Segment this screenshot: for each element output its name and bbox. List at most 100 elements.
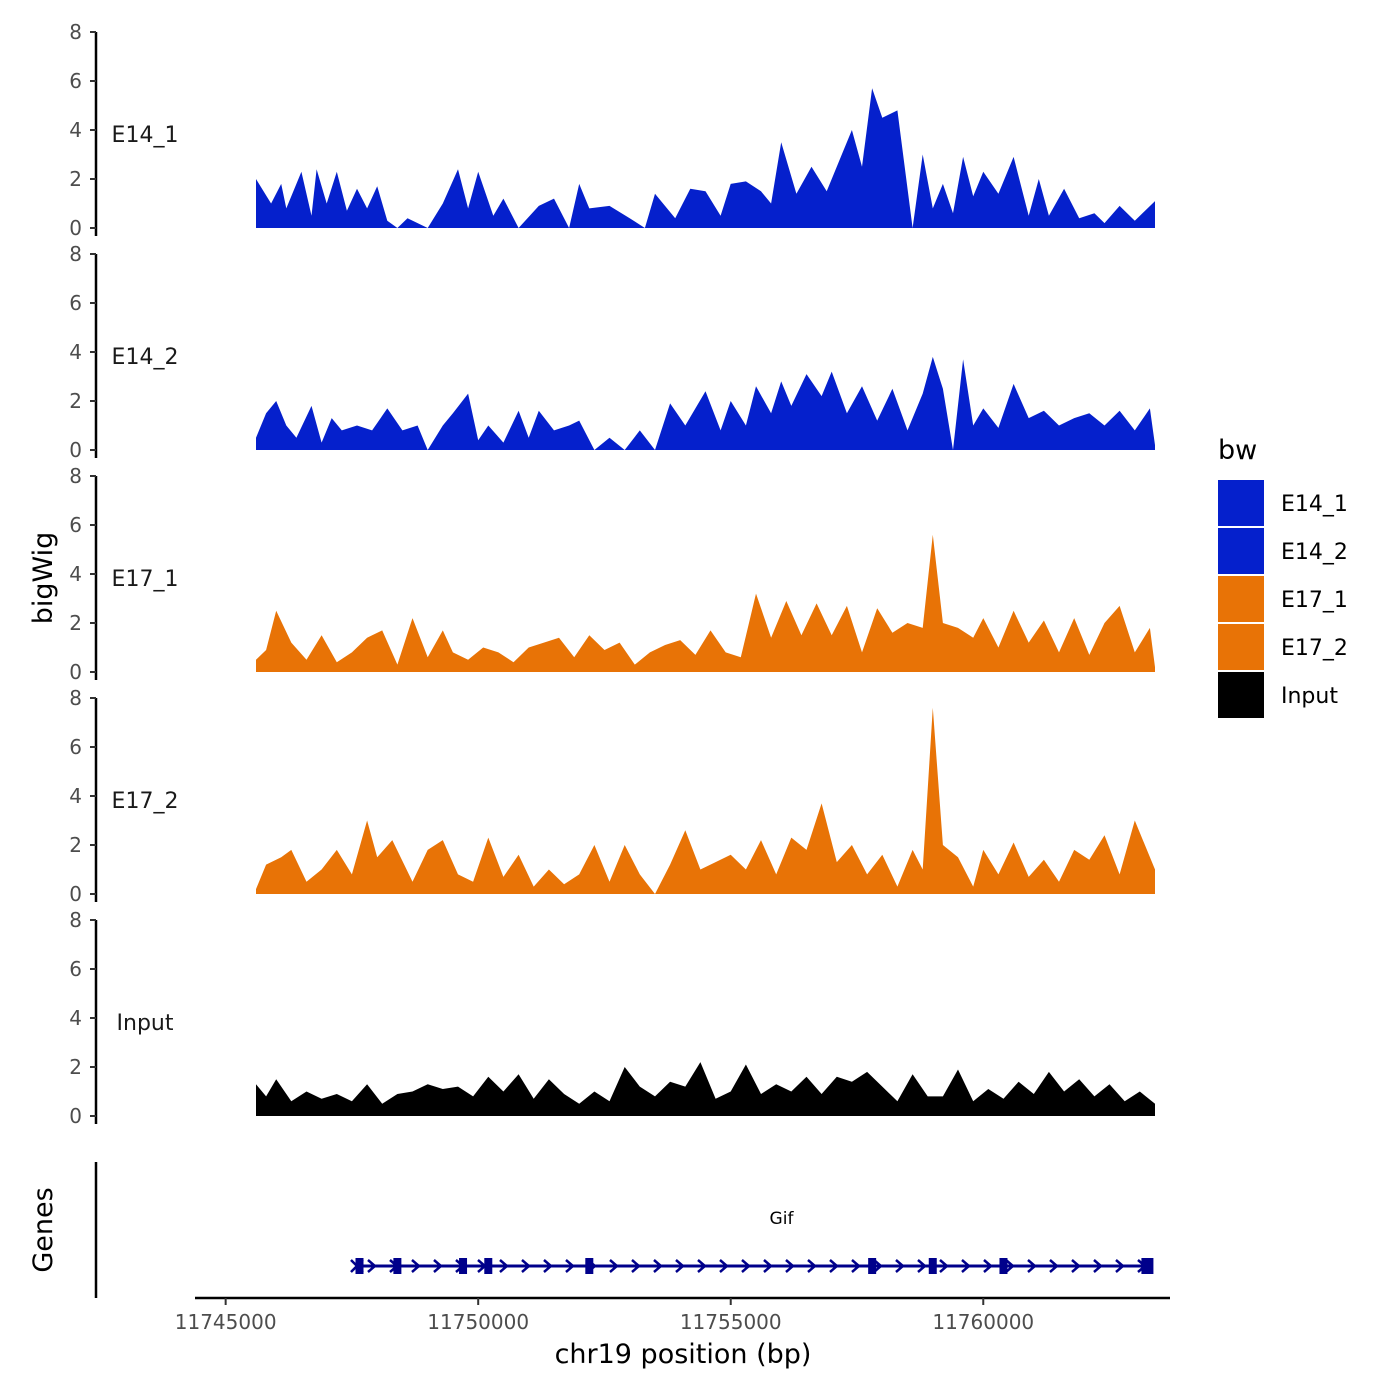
strand-arrow [763,1259,773,1273]
x-tick-label: 11760000 [932,1310,1034,1334]
strand-arrow [543,1259,553,1273]
track-label-E17_2: E17_2 [112,789,179,814]
y-tick-label: 4 [69,118,82,142]
strand-arrow [675,1259,685,1273]
track-E14_2: 0 2 4 6 8 E14_2 [69,242,1155,462]
strand-arrow [719,1259,729,1273]
y-tick-label: 0 [69,216,82,240]
strand-arrow [983,1259,993,1273]
strand-arrow [1093,1259,1103,1273]
y-tick-label: 8 [69,242,82,266]
strand-arrow [367,1259,377,1273]
y-tick-label: 4 [69,784,82,808]
x-tick-label: 11745000 [175,1310,277,1334]
y-tick-label: 6 [69,735,82,759]
gene-name-label: Gif [770,1209,795,1229]
y-tick-label: 6 [69,513,82,537]
y-tick-label: 8 [69,686,82,710]
genes-panel: Genes Gif [28,1162,1154,1298]
strand-arrow [631,1259,641,1273]
y-tick-label: 2 [69,167,82,191]
bigwig-panels: 0 2 4 6 8 E14_1 0 2 4 6 8 E14_2 0 2 4 6 8 E17_1 0 2 4 6 8 E17_2… [69,20,1155,1128]
legend-title: bw [1218,435,1257,466]
area-Input [256,1062,1155,1116]
y-tick-label: 0 [69,660,82,684]
area-E14_2 [256,356,1155,450]
strand-arrow [807,1259,817,1273]
track-E14_1: 0 2 4 6 8 E14_1 [69,20,1155,240]
exon [459,1258,468,1274]
legend-label-E14_1: E14_1 [1281,492,1348,517]
y-tick-label: 6 [69,291,82,315]
y-tick-label: 2 [69,1055,82,1079]
exon [868,1258,877,1274]
y-tick-label: 4 [69,340,82,364]
legend-key-E17_2 [1218,624,1264,670]
x-tick-label: 11755000 [680,1310,782,1334]
track-E17_1: 0 2 4 6 8 E17_1 [69,464,1155,684]
track-label-E14_2: E14_2 [112,345,179,370]
exon [484,1258,493,1274]
genes-track-title: Genes [28,1187,59,1272]
track-Input: 0 2 4 6 8 Input [69,908,1155,1128]
strand-arrow [565,1259,575,1273]
y-tick-label: 2 [69,833,82,857]
strand-arrow [1071,1259,1081,1273]
y-tick-label: 0 [69,882,82,906]
strand-arrow [1027,1259,1037,1273]
y-tick-label: 4 [69,562,82,586]
strand-arrow [433,1259,443,1273]
legend-label-E17_1: E17_1 [1281,588,1348,613]
y-tick-label: 4 [69,1006,82,1030]
area-E17_2 [256,707,1155,894]
x-tick-label: 11750000 [427,1310,529,1334]
area-E17_1 [256,534,1155,672]
strand-arrow [521,1259,531,1273]
strand-arrow [653,1259,663,1273]
strand-arrow [917,1259,927,1273]
exon [355,1258,364,1274]
exon [928,1258,937,1274]
strand-arrow [829,1259,839,1273]
x-axis: 11745000 11750000 11755000 11760000 [175,1296,1170,1334]
y-tick-label: 2 [69,389,82,413]
strand-arrow [499,1259,509,1273]
strand-arrow [741,1259,751,1273]
y-tick-label: 2 [69,611,82,635]
strand-arrow [873,1259,883,1273]
strand-arrow [1115,1259,1125,1273]
legend-key-Input [1218,672,1264,718]
track-E17_2: 0 2 4 6 8 E17_2 [69,686,1155,906]
track-label-Input: Input [117,1011,174,1036]
legend: bw E14_1 E14_2 E17_1 E17_2 Input [1218,435,1348,718]
y-tick-label: 8 [69,464,82,488]
strand-arrow [961,1259,971,1273]
strand-arrow [411,1259,421,1273]
legend-label-Input: Input [1281,684,1338,709]
legend-key-E14_1 [1218,480,1264,526]
x-axis-title: chr19 position (bp) [555,1339,812,1370]
y-tick-label: 8 [69,20,82,44]
y-tick-label: 8 [69,908,82,932]
legend-label-E14_2: E14_2 [1281,540,1348,565]
strand-arrow [609,1259,619,1273]
y-tick-label: 6 [69,957,82,981]
exon [999,1258,1008,1274]
track-label-E14_1: E14_1 [112,123,179,148]
strand-arrow [785,1259,795,1273]
strand-arrow [895,1259,905,1273]
y-tick-label: 0 [69,1104,82,1128]
strand-arrow [1005,1259,1015,1273]
y-tick-label: 0 [69,438,82,462]
legend-key-E17_1 [1218,576,1264,622]
exon [393,1258,402,1274]
strand-arrow [697,1259,707,1273]
y-tick-label: 6 [69,69,82,93]
legend-label-E17_2: E17_2 [1281,636,1348,661]
area-E14_1 [256,88,1155,228]
strand-arrow [851,1259,861,1273]
y-axis-title: bigWig [28,532,59,625]
exon [585,1258,594,1274]
exon [1141,1258,1154,1274]
